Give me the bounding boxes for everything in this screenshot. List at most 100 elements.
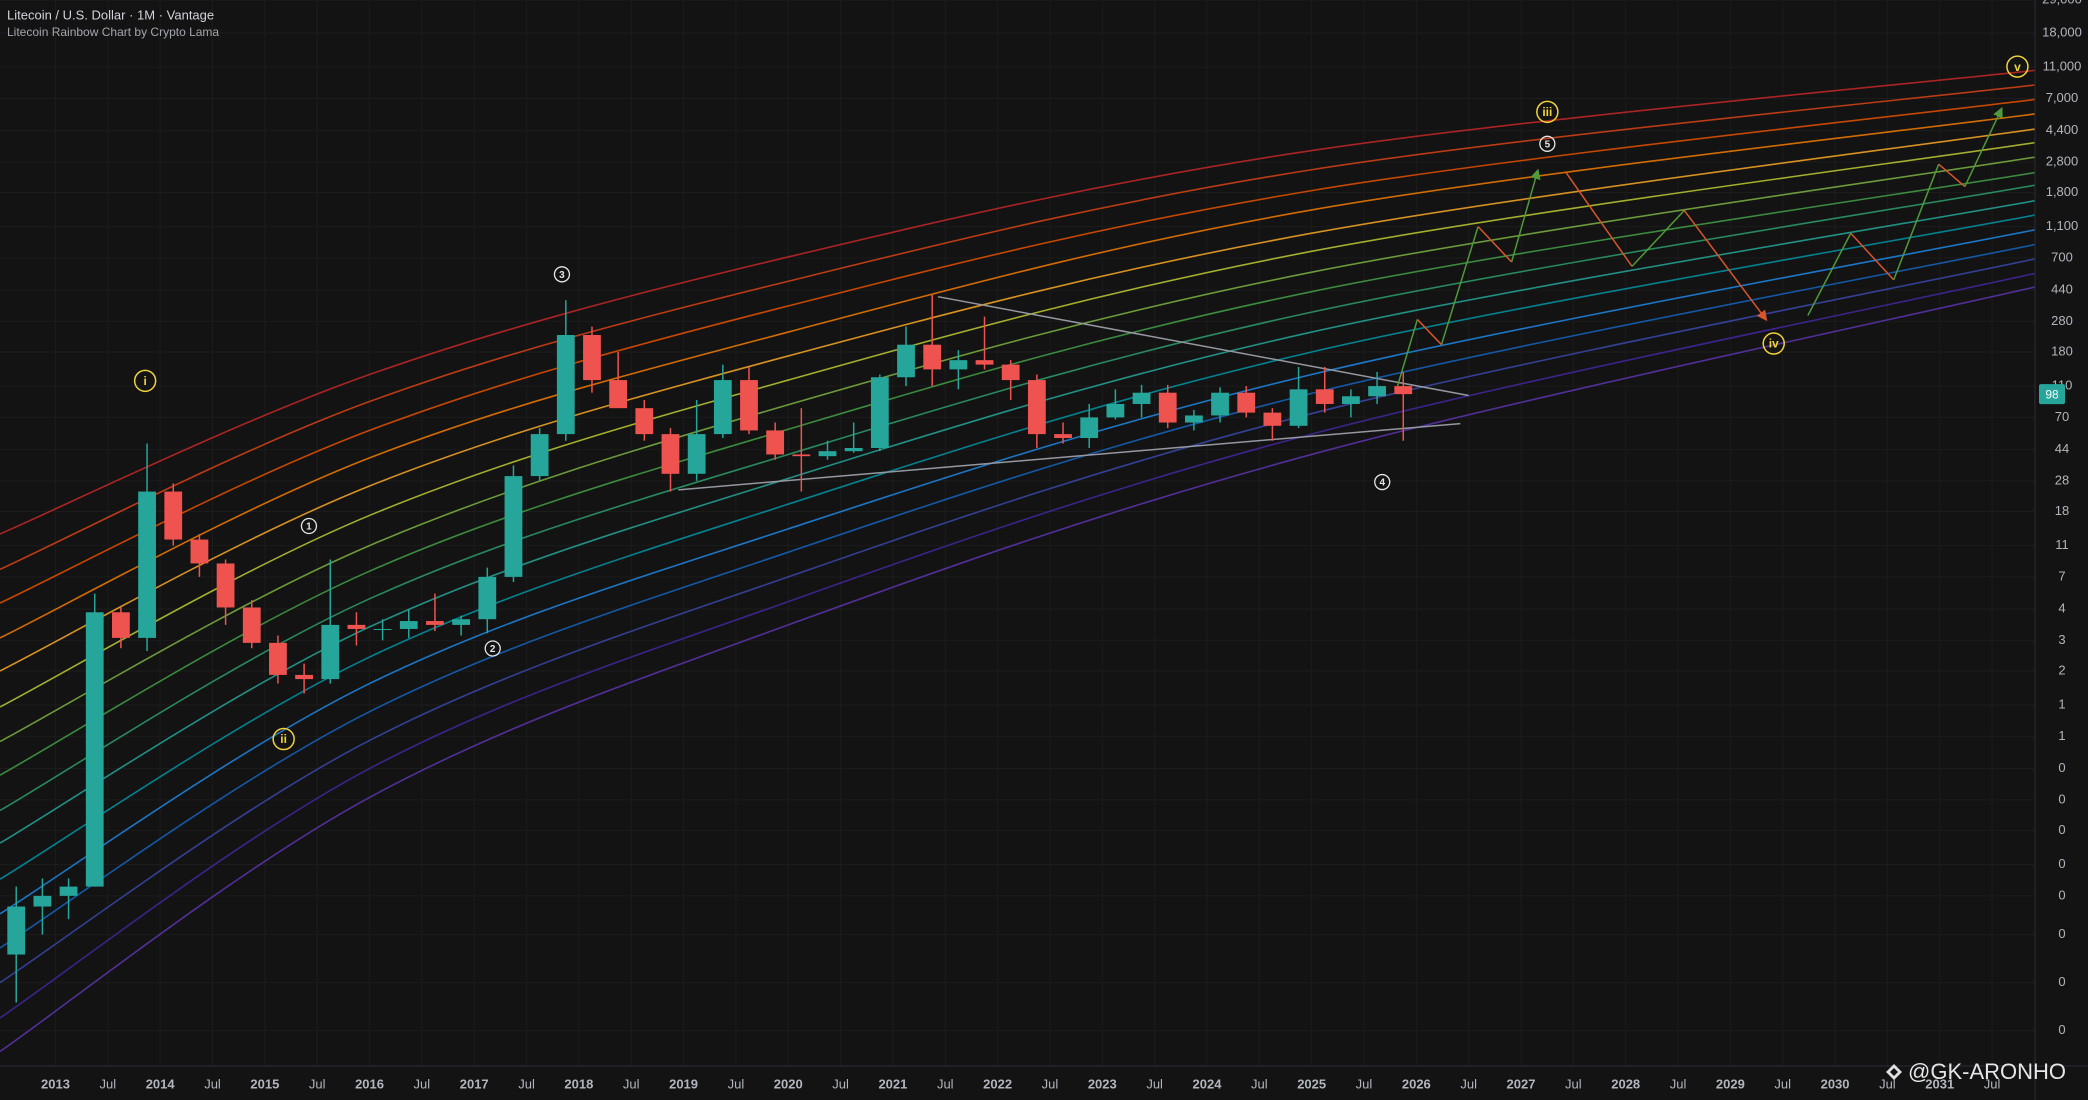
candle-body bbox=[635, 408, 654, 435]
y-tick-label: 2 bbox=[2058, 662, 2065, 677]
x-tick-label: Jul bbox=[1146, 1076, 1163, 1091]
y-tick-label: 4,400 bbox=[2046, 122, 2079, 137]
subwave-label: 3 bbox=[559, 270, 565, 281]
candle-body bbox=[216, 563, 235, 608]
candle-body bbox=[870, 377, 889, 449]
subwave-circle bbox=[1539, 135, 1556, 152]
candle-body bbox=[138, 491, 156, 638]
candle-body bbox=[1237, 392, 1256, 413]
candle-body bbox=[85, 612, 104, 887]
subwave-circle bbox=[300, 517, 318, 535]
candle-body bbox=[975, 360, 994, 365]
y-tick-label: 0 bbox=[2058, 791, 2065, 806]
y-tick-label: 700 bbox=[2051, 249, 2073, 264]
projection-segment bbox=[1938, 163, 1966, 188]
y-tick-label: 11 bbox=[2055, 537, 2069, 552]
candle-body bbox=[556, 335, 575, 435]
x-tick-label: 2029 bbox=[1716, 1076, 1745, 1091]
wave-label: iii bbox=[1542, 105, 1552, 119]
wave-label: v bbox=[2014, 60, 2021, 74]
y-tick-label: 0 bbox=[2058, 760, 2065, 775]
y-tick-label: 0 bbox=[2058, 822, 2065, 837]
candle-body bbox=[1158, 392, 1177, 423]
plot-area bbox=[0, 69, 2035, 1053]
rainbow-line bbox=[0, 171, 2035, 776]
projection-segment bbox=[1683, 209, 1768, 322]
rainbow-line bbox=[0, 84, 2035, 571]
y-tick-label: 1 bbox=[2058, 696, 2065, 711]
y-tick-label: 28 bbox=[2055, 472, 2069, 487]
x-tick-label: Jul bbox=[1460, 1076, 1477, 1091]
projection-segment bbox=[1565, 172, 1633, 267]
wave-label: iv bbox=[1769, 337, 1779, 351]
y-tick-label: 0 bbox=[2058, 974, 2065, 989]
rainbow-line bbox=[0, 128, 2035, 672]
candle-body bbox=[713, 380, 732, 435]
rainbow-line bbox=[0, 199, 2035, 844]
x-tick-label: 2019 bbox=[669, 1076, 698, 1091]
chart-subtitle: Litecoin Rainbow Chart by Crypto Lama bbox=[7, 25, 219, 39]
x-tick-label: Jul bbox=[832, 1076, 849, 1091]
x-tick-label: Jul bbox=[1565, 1076, 1582, 1091]
candle-body bbox=[1132, 392, 1151, 404]
x-tick-label: Jul bbox=[100, 1076, 117, 1091]
candle-body bbox=[897, 344, 915, 378]
x-tick-label: 2017 bbox=[460, 1076, 489, 1091]
y-tick-label: 1,800 bbox=[2046, 184, 2079, 199]
y-tick-label: 4 bbox=[2058, 600, 2065, 615]
x-tick-label: Jul bbox=[1356, 1076, 1373, 1091]
last-price-label: 98 bbox=[2045, 387, 2059, 401]
y-tick-label: 11,000 bbox=[2043, 59, 2082, 74]
candle-body bbox=[190, 539, 209, 564]
rainbow-line bbox=[0, 156, 2035, 743]
candle-body bbox=[1368, 386, 1386, 397]
candle-body bbox=[923, 344, 942, 370]
watermark: @GK-ARONHO bbox=[1886, 1059, 2066, 1084]
y-tick-label: 180 bbox=[2051, 343, 2073, 358]
candle-body bbox=[242, 607, 261, 643]
last-price-badge bbox=[2039, 384, 2065, 405]
candle-body bbox=[478, 576, 497, 620]
x-tick-label: 2021 bbox=[878, 1076, 907, 1091]
y-tick-label: 1 bbox=[2058, 728, 2065, 743]
x-tick-label: Jul bbox=[1251, 1076, 1268, 1091]
y-tick-label: 280 bbox=[2051, 313, 2073, 328]
y-tick-label: 2,800 bbox=[2046, 153, 2079, 168]
x-tick-label: 2020 bbox=[774, 1076, 803, 1091]
subwave-circle bbox=[1374, 473, 1391, 491]
candle-body bbox=[530, 434, 549, 477]
candle-body bbox=[269, 642, 287, 675]
subwave-circle bbox=[484, 640, 501, 657]
y-tick-label: 29,000 bbox=[2042, 0, 2082, 6]
trendline bbox=[678, 422, 1461, 491]
rainbow-line bbox=[0, 98, 2035, 604]
x-tick-label: Jul bbox=[1879, 1076, 1896, 1091]
y-tick-label: 0 bbox=[2058, 926, 2065, 941]
projection-segment bbox=[1416, 318, 1443, 346]
subwave-circle bbox=[553, 266, 571, 283]
rainbow-line bbox=[0, 141, 2035, 708]
grid bbox=[0, 0, 2035, 1066]
candle-body bbox=[949, 360, 968, 370]
chart-title: Litecoin / U.S. Dollar · 1M · Vantage bbox=[7, 7, 214, 22]
x-tick-label: 2016 bbox=[355, 1076, 384, 1091]
y-tick-label: 7 bbox=[2058, 568, 2065, 583]
candle-body bbox=[583, 335, 601, 381]
candle-body bbox=[347, 624, 366, 629]
candle-body bbox=[661, 434, 680, 474]
wave-label: ii bbox=[280, 732, 287, 746]
x-tick-label: 2027 bbox=[1507, 1076, 1536, 1091]
wave-circle bbox=[133, 369, 157, 393]
rainbow-line bbox=[0, 113, 2035, 639]
x-tick-label: Jul bbox=[204, 1076, 221, 1091]
x-tick-label: 2026 bbox=[1402, 1076, 1431, 1091]
rainbow-line bbox=[0, 69, 2035, 535]
candle-body bbox=[452, 619, 471, 625]
y-tick-label: 7,000 bbox=[2046, 90, 2079, 105]
rainbow-line bbox=[0, 214, 2035, 880]
x-tick-label: Jul bbox=[1984, 1076, 2001, 1091]
candle-body bbox=[818, 451, 837, 457]
candle-body bbox=[1342, 396, 1360, 404]
subwave-label: 1 bbox=[306, 522, 312, 533]
